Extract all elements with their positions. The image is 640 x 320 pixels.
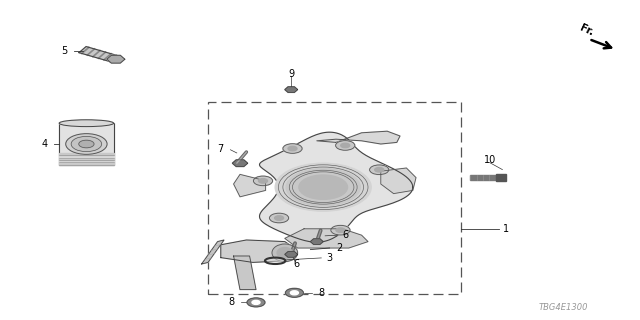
Circle shape bbox=[259, 179, 268, 183]
Circle shape bbox=[275, 163, 371, 211]
Text: 9: 9 bbox=[288, 68, 294, 79]
Text: 3: 3 bbox=[326, 252, 333, 263]
Circle shape bbox=[252, 300, 260, 304]
Circle shape bbox=[291, 291, 298, 295]
Text: 8: 8 bbox=[228, 297, 235, 308]
Circle shape bbox=[299, 175, 348, 199]
Circle shape bbox=[370, 165, 389, 174]
Circle shape bbox=[331, 225, 350, 235]
Bar bbox=[208, 102, 461, 294]
Polygon shape bbox=[107, 55, 125, 63]
Polygon shape bbox=[221, 240, 294, 262]
Circle shape bbox=[286, 169, 360, 206]
Polygon shape bbox=[381, 168, 416, 194]
Circle shape bbox=[71, 136, 102, 152]
Polygon shape bbox=[317, 131, 400, 144]
Circle shape bbox=[285, 288, 303, 297]
Circle shape bbox=[288, 146, 297, 151]
Bar bbox=[60, 123, 114, 165]
Circle shape bbox=[340, 143, 349, 148]
Polygon shape bbox=[202, 240, 224, 264]
Circle shape bbox=[375, 167, 384, 172]
Text: 4: 4 bbox=[42, 139, 48, 149]
Circle shape bbox=[66, 134, 107, 154]
Circle shape bbox=[336, 228, 345, 232]
Circle shape bbox=[283, 144, 302, 153]
Circle shape bbox=[335, 141, 355, 150]
Bar bbox=[60, 156, 114, 158]
Bar bbox=[60, 163, 114, 165]
Bar bbox=[470, 175, 497, 180]
Ellipse shape bbox=[272, 244, 298, 262]
Circle shape bbox=[253, 176, 273, 186]
Text: 2: 2 bbox=[336, 243, 342, 253]
Text: 5: 5 bbox=[61, 46, 67, 56]
Bar bbox=[496, 174, 506, 181]
Bar bbox=[60, 158, 114, 160]
Circle shape bbox=[275, 216, 284, 220]
Ellipse shape bbox=[265, 258, 285, 264]
Polygon shape bbox=[234, 256, 256, 290]
Text: 7: 7 bbox=[218, 144, 224, 154]
Circle shape bbox=[269, 213, 289, 223]
Polygon shape bbox=[234, 174, 266, 197]
Ellipse shape bbox=[277, 248, 292, 258]
Text: TBG4E1300: TBG4E1300 bbox=[538, 303, 588, 312]
Bar bbox=[60, 123, 114, 165]
Polygon shape bbox=[260, 132, 413, 242]
Polygon shape bbox=[310, 239, 323, 244]
Circle shape bbox=[247, 298, 265, 307]
Text: 8: 8 bbox=[318, 288, 324, 298]
Bar bbox=[60, 160, 114, 163]
Text: 1: 1 bbox=[502, 224, 509, 234]
Text: 10: 10 bbox=[483, 155, 496, 165]
Polygon shape bbox=[285, 87, 298, 92]
Text: Fr.: Fr. bbox=[578, 23, 595, 38]
Circle shape bbox=[79, 140, 94, 148]
Polygon shape bbox=[285, 229, 368, 248]
Polygon shape bbox=[285, 252, 298, 257]
Text: 6: 6 bbox=[342, 230, 349, 240]
Polygon shape bbox=[79, 46, 119, 62]
Ellipse shape bbox=[60, 120, 114, 127]
Text: 6: 6 bbox=[293, 259, 300, 269]
Polygon shape bbox=[232, 160, 248, 166]
Bar bbox=[60, 153, 114, 156]
